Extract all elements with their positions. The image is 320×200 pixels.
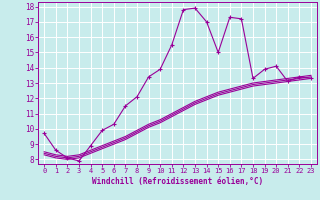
X-axis label: Windchill (Refroidissement éolien,°C): Windchill (Refroidissement éolien,°C) [92,177,263,186]
